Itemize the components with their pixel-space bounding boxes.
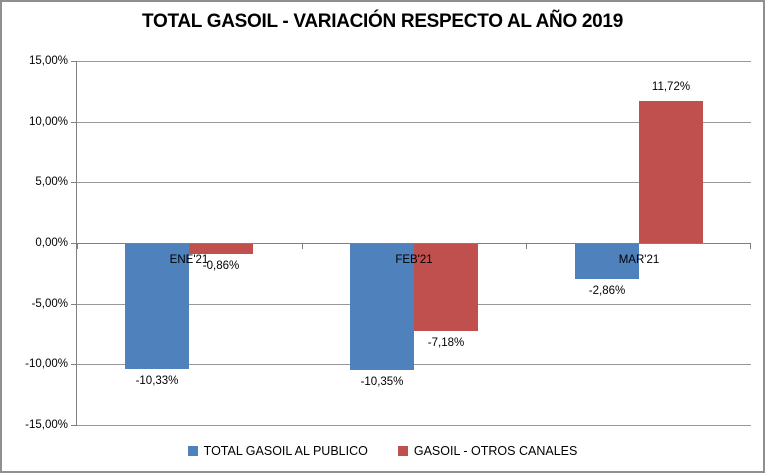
legend-label: TOTAL GASOIL AL PUBLICO bbox=[203, 444, 368, 458]
data-label: -7,18% bbox=[427, 337, 465, 349]
gridline bbox=[77, 182, 751, 183]
y-axis-tick bbox=[71, 122, 77, 123]
bar-gasoil-otros-canales-mar-21 bbox=[639, 101, 703, 243]
data-label: -0,86% bbox=[202, 260, 240, 272]
y-axis-label: -15,00% bbox=[25, 419, 68, 431]
bar-total-gasoil-al-publico-ene-21 bbox=[125, 244, 189, 369]
y-axis-label: 0,00% bbox=[35, 237, 68, 249]
y-axis-label: 15,00% bbox=[28, 55, 68, 67]
category-label: ENE'21 bbox=[169, 254, 209, 266]
bar-gasoil-otros-canales-ene-21 bbox=[189, 244, 253, 254]
bar-total-gasoil-al-publico-mar-21 bbox=[575, 244, 639, 279]
y-axis-tick bbox=[71, 61, 77, 62]
x-axis-tick bbox=[77, 243, 78, 249]
legend-item-total-gasoil-al-publico: TOTAL GASOIL AL PUBLICO bbox=[187, 444, 368, 458]
legend-swatch-red bbox=[397, 446, 408, 456]
x-axis-tick bbox=[526, 243, 527, 249]
bar-total-gasoil-al-publico-feb-21 bbox=[350, 244, 414, 370]
data-label: -2,86% bbox=[588, 285, 626, 297]
x-axis-line bbox=[77, 243, 751, 244]
y-axis-tick bbox=[71, 304, 77, 305]
gridline bbox=[77, 61, 751, 62]
legend-label: GASOIL - OTROS CANALES bbox=[413, 444, 578, 458]
legend-swatch-blue bbox=[187, 446, 198, 456]
gridline bbox=[77, 122, 751, 123]
data-label: 11,72% bbox=[651, 81, 691, 93]
y-axis-tick bbox=[71, 425, 77, 426]
y-axis-label: 5,00% bbox=[35, 176, 68, 188]
y-axis-tick bbox=[71, 182, 77, 183]
category-label: MAR'21 bbox=[618, 254, 660, 266]
plot-area: -10,33% -10,35% -2,86% -0,86% -7,18% 11,72% EN… bbox=[71, 61, 751, 426]
gridline bbox=[77, 425, 751, 426]
x-axis-tick bbox=[750, 243, 751, 249]
x-axis-tick bbox=[302, 243, 303, 249]
y-axis-label: 10,00% bbox=[28, 116, 68, 128]
bar-gasoil-otros-canales-feb-21 bbox=[414, 244, 478, 331]
y-axis-tick bbox=[71, 364, 77, 365]
data-label: -10,33% bbox=[135, 375, 179, 387]
legend-item-gasoil-otros-canales: GASOIL - OTROS CANALES bbox=[397, 444, 578, 458]
legend: TOTAL GASOIL AL PUBLICO GASOIL - OTROS C… bbox=[2, 444, 763, 458]
category-label: FEB'21 bbox=[395, 254, 433, 266]
chart-title: TOTAL GASOIL - VARIACIÓN RESPECTO AL AÑO… bbox=[142, 11, 623, 32]
y-axis-tick bbox=[71, 243, 77, 244]
gridline bbox=[77, 364, 751, 365]
y-axis-label: -10,00% bbox=[25, 358, 68, 370]
y-axis-label: -5,00% bbox=[31, 298, 68, 310]
data-label: -10,35% bbox=[360, 376, 404, 388]
